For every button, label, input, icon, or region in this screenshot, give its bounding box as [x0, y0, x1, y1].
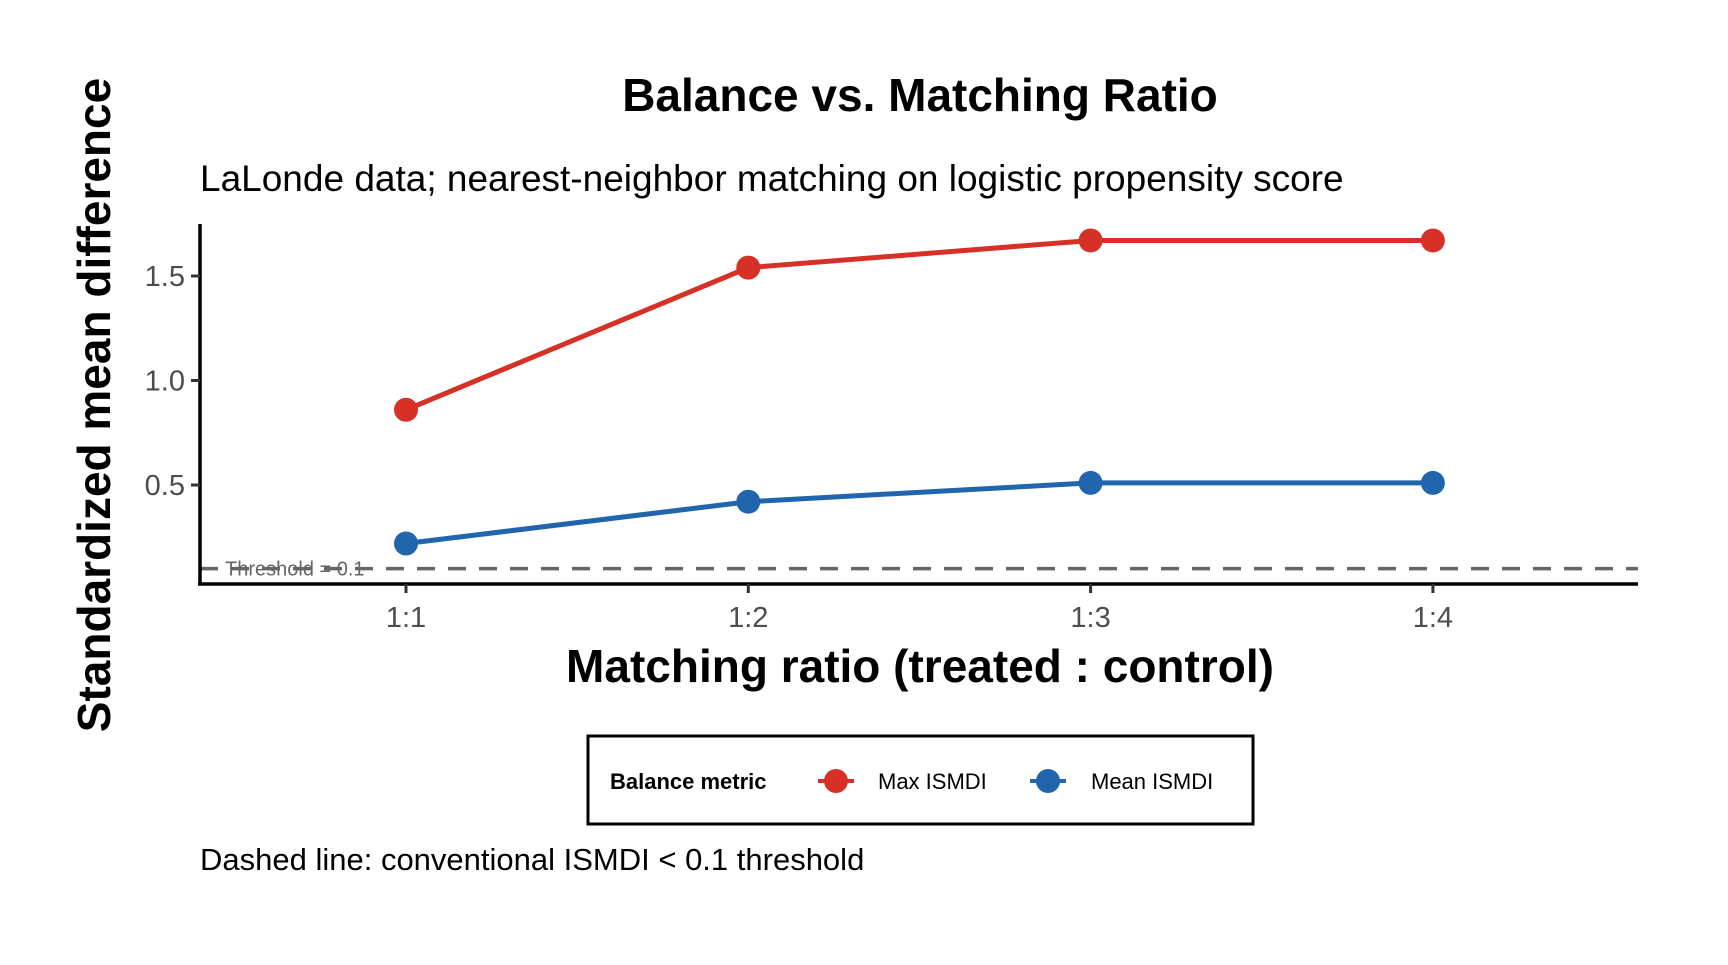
data-point-max-ismdi [394, 397, 418, 422]
legend-key-mean [1030, 769, 1066, 793]
data-point-max-ismdi [1420, 228, 1445, 253]
y-tick-label: 1.5 [145, 261, 185, 293]
chart-title: Balance vs. Matching Ratio [622, 69, 1218, 121]
legend: Balance metric Max ISMDI Mean ISMDI [586, 734, 1255, 826]
x-tick-label: 1:1 [386, 602, 426, 634]
legend-label-mean: Mean ISMDI [1091, 769, 1213, 794]
data-point-mean-ismdi [394, 531, 418, 556]
y-tick-label: 0.5 [145, 470, 185, 502]
chart-subtitle: LaLonde data; nearest-neighbor matching … [200, 158, 1344, 199]
data-point-max-ismdi [736, 255, 761, 280]
series-line-mean-ismdi [405, 480, 1433, 547]
x-tick-label: 1:2 [728, 602, 768, 634]
data-point-max-ismdi [1078, 228, 1103, 253]
data-point-mean-ismdi [1078, 470, 1103, 495]
legend-box [586, 734, 1255, 826]
legend-title: Balance metric [610, 769, 767, 794]
legend-label-max: Max ISMDI [878, 769, 987, 794]
threshold-label: Threshold = 0.1 [225, 559, 365, 581]
x-axis-label: Matching ratio (treated : control) [566, 640, 1274, 692]
legend-key-max [818, 769, 854, 793]
data-point-mean-ismdi [1420, 470, 1445, 495]
x-tick-label: 1:4 [1413, 602, 1453, 634]
x-tick-label: 1:3 [1070, 602, 1110, 634]
y-axis-label: Standardized mean difference [68, 78, 120, 732]
y-tick-label: 1.0 [145, 366, 185, 398]
series-line-max-ismdi [405, 237, 1433, 413]
data-point-mean-ismdi [736, 489, 761, 514]
caption: Dashed line: conventional ISMDI < 0.1 th… [200, 842, 864, 877]
